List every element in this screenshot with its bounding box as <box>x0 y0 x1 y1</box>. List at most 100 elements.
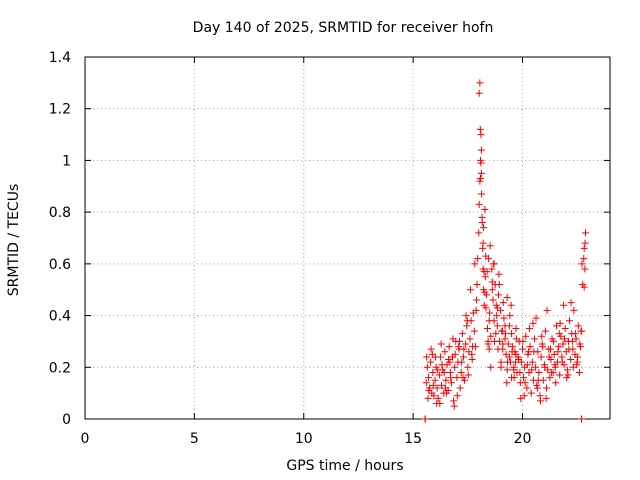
data-point <box>442 376 450 384</box>
data-point <box>581 265 589 273</box>
data-point <box>475 229 483 237</box>
data-point <box>463 317 471 325</box>
data-point <box>495 281 503 289</box>
data-point <box>495 270 503 278</box>
data-point <box>487 363 495 371</box>
data-point <box>477 175 484 183</box>
data-point <box>459 353 467 361</box>
data-point <box>516 368 524 376</box>
data-point <box>473 281 481 289</box>
data-point <box>534 376 542 384</box>
data-point <box>471 260 479 268</box>
data-point <box>556 319 564 327</box>
data-point <box>478 190 486 198</box>
data-point <box>503 293 511 301</box>
data-point <box>575 368 583 376</box>
data-point <box>453 392 461 400</box>
data-point <box>435 371 443 379</box>
data-point <box>431 376 439 384</box>
data-point <box>512 350 520 358</box>
x-tick-label: 15 <box>404 431 422 447</box>
data-point <box>445 343 453 351</box>
data-point <box>472 306 480 314</box>
data-point <box>422 379 430 387</box>
data-point <box>476 79 484 87</box>
data-point <box>423 353 431 361</box>
data-point <box>499 340 507 348</box>
data-point <box>447 379 455 387</box>
data-point <box>479 239 487 247</box>
data-point <box>459 374 467 382</box>
data-point <box>532 363 540 371</box>
data-point <box>488 278 496 286</box>
data-point <box>466 286 474 294</box>
data-point <box>429 381 437 389</box>
data-point <box>523 384 531 392</box>
data-point <box>537 353 545 361</box>
data-point <box>463 322 471 330</box>
data-point <box>512 335 520 343</box>
data-point <box>438 361 446 369</box>
data-point <box>568 337 576 345</box>
data-point <box>498 327 506 335</box>
data-point <box>555 343 563 351</box>
data-point <box>477 131 485 139</box>
data-point <box>475 200 483 208</box>
data-point <box>538 332 546 340</box>
data-point <box>488 286 496 294</box>
data-point <box>528 358 536 366</box>
data-point <box>506 312 514 320</box>
data-point <box>494 304 502 312</box>
data-point <box>580 255 588 263</box>
y-tick-label: 0.2 <box>49 360 71 376</box>
data-point <box>526 325 533 332</box>
data-point <box>470 327 478 335</box>
data-point <box>477 159 485 167</box>
data-point <box>447 374 455 382</box>
data-point <box>453 374 461 382</box>
data-point <box>451 350 459 358</box>
data-point <box>508 330 516 338</box>
data-point <box>580 244 588 252</box>
data-point <box>464 363 472 371</box>
data-point <box>425 387 433 395</box>
data-point <box>542 394 550 402</box>
y-tick-label: 1 <box>62 153 71 169</box>
data-point <box>527 389 535 397</box>
data-point <box>427 345 435 353</box>
data-point <box>499 299 507 307</box>
data-point <box>561 335 568 343</box>
data-point <box>442 389 450 397</box>
data-point <box>487 332 495 340</box>
y-tick-label: 1.2 <box>49 102 71 118</box>
data-point <box>497 358 505 366</box>
x-tick-label: 20 <box>514 431 532 447</box>
data-point <box>563 366 571 374</box>
data-point <box>522 332 530 340</box>
tick-labels: 0 0.2 0.4 0.6 0.8 1 1.2 1.4 0 5 10 15 20 <box>49 50 532 447</box>
data-point <box>427 358 435 366</box>
data-point <box>525 348 533 356</box>
data-point <box>581 239 589 247</box>
data-point <box>486 242 494 250</box>
data-point <box>429 368 437 376</box>
plot-frame <box>84 56 611 420</box>
data-point <box>567 356 575 364</box>
data-point <box>481 206 489 214</box>
data-point <box>481 273 489 281</box>
data-point <box>449 335 457 343</box>
data-point <box>492 330 500 338</box>
data-point <box>457 368 465 376</box>
data-point <box>434 394 442 402</box>
data-point <box>503 366 511 374</box>
grid <box>85 57 610 419</box>
chart-title: Day 140 of 2025, SRMTID for receiver hof… <box>193 20 494 36</box>
data-point <box>582 229 589 237</box>
data-point <box>550 350 558 358</box>
data-point <box>493 322 501 330</box>
data-point <box>532 314 540 322</box>
data-point <box>480 224 488 232</box>
data-point <box>541 327 549 335</box>
data-point <box>520 392 528 400</box>
data-point <box>490 260 498 268</box>
